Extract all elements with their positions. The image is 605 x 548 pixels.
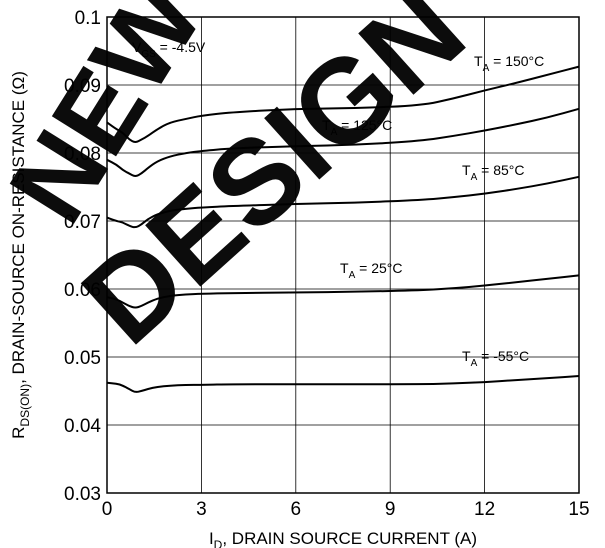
y-tick-label: 0.03	[64, 484, 101, 505]
x-tick-label: 3	[196, 499, 207, 520]
y-tick-label: 0.09	[64, 76, 101, 97]
y-tick-label: 0.08	[64, 144, 101, 165]
series-label-minus55: TA = -55°C	[462, 348, 529, 369]
series-label-85: TA = 85°C	[462, 162, 524, 183]
series-label-125: TA = 125°C	[322, 117, 392, 138]
series-label-25: TA = 25°C	[340, 260, 402, 281]
y-axis-label: RDS(ON), DRAIN-SOURCE ON-RESISTANCE (Ω)	[9, 71, 32, 439]
y-tick-label: 0.06	[64, 280, 101, 301]
series-line-3	[106, 274, 580, 309]
series-line-2	[106, 175, 580, 229]
x-tick-label: 0	[102, 499, 113, 520]
watermark: NEW DESIGN	[0, 0, 489, 369]
tick-labels: 0 3 6 9 12 15 0.1 0.09 0.08 0.07 0.06 0.05 0.04 0.03	[64, 8, 590, 520]
condition-label: VGS = -4.5V	[132, 39, 206, 60]
y-tick-label: 0.07	[64, 212, 101, 233]
series-line-1	[106, 107, 580, 177]
series-layer	[106, 65, 580, 393]
series-line-0	[106, 65, 580, 143]
y-tick-label: 0.1	[75, 8, 101, 29]
plot-frame	[106, 16, 580, 494]
y-tick-label: 0.05	[64, 348, 101, 369]
x-tick-label: 6	[291, 499, 302, 520]
x-tick-label: 9	[385, 499, 396, 520]
x-tick-label: 15	[568, 499, 589, 520]
series-line-4	[106, 375, 580, 393]
y-tick-label: 0.04	[64, 416, 101, 437]
x-axis-label: ID, DRAIN SOURCE CURRENT (A)	[209, 529, 477, 548]
series-label-150: TA = 150°C	[474, 53, 544, 74]
x-tick-label: 12	[474, 499, 495, 520]
